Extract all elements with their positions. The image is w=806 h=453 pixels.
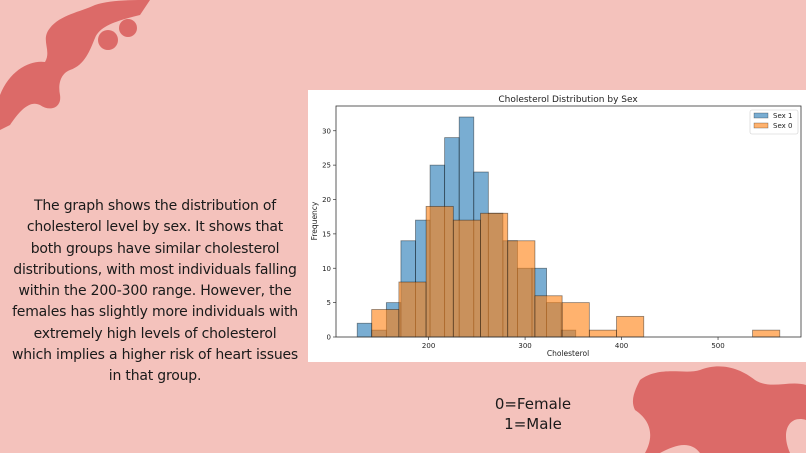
description-paragraph: The graph shows the distribution of chol… bbox=[0, 196, 310, 388]
paragraph-line: which implies a higher risk of heart iss… bbox=[11, 347, 298, 364]
chart-panel: Cholesterol Distribution by Sex 200 300 40… bbox=[308, 90, 806, 362]
sex-key: 0=Female 1=Male bbox=[0, 394, 806, 434]
legend-swatch-sex-1 bbox=[753, 112, 769, 119]
bar-sex-0 bbox=[371, 309, 400, 338]
bar-sex-0 bbox=[588, 329, 617, 338]
x-tick-label: 300 bbox=[518, 342, 531, 350]
key-female: 0=Female bbox=[494, 395, 572, 413]
bar-sex-0 bbox=[534, 295, 563, 338]
bar-sex-0 bbox=[425, 205, 454, 338]
paragraph-line: distributions, with most individuals fal… bbox=[13, 261, 297, 278]
y-tick-label: 0 bbox=[327, 334, 331, 342]
decorative-coral-bottom-right bbox=[632, 366, 806, 453]
decorative-coral-top-left bbox=[0, 0, 150, 130]
y-axis-label: Frequency bbox=[310, 201, 319, 240]
legend: Sex 1 Sex 0 bbox=[749, 109, 799, 135]
y-tick-label: 15 bbox=[322, 230, 331, 238]
y-tick-label: 20 bbox=[322, 196, 331, 204]
x-tick-label: 500 bbox=[711, 342, 724, 350]
bar-sex-0 bbox=[398, 281, 427, 338]
histogram-chart: Cholesterol Distribution by Sex 200 300 40… bbox=[310, 95, 802, 358]
legend-label-sex-1: Sex 1 bbox=[773, 112, 792, 120]
y-tick-label: 10 bbox=[322, 265, 331, 273]
paragraph-line: within the 200-300 range. However, the bbox=[18, 283, 292, 300]
chart-title: Cholesterol Distribution by Sex bbox=[498, 95, 638, 105]
bar-sex-0 bbox=[480, 212, 509, 338]
bar-sex-0 bbox=[452, 219, 481, 338]
bar-sex-0 bbox=[752, 329, 781, 338]
paragraph-line: in that group. bbox=[108, 368, 202, 385]
bar-sex-1 bbox=[356, 322, 373, 338]
paragraph-line: extremely high levels of cholesterol bbox=[33, 325, 277, 342]
paragraph-line: females has slightly more individuals wi… bbox=[12, 304, 298, 321]
key-male: 1=Male bbox=[504, 415, 562, 433]
x-axis-label: Cholesterol bbox=[547, 349, 589, 358]
x-tick-label: 200 bbox=[422, 342, 435, 350]
bar-sex-0 bbox=[616, 315, 645, 338]
bar-sex-0 bbox=[561, 302, 590, 338]
legend-swatch-sex-0 bbox=[753, 122, 769, 129]
y-tick-label: 30 bbox=[322, 127, 331, 135]
paragraph-line: cholesterol level by sex. It shows that bbox=[26, 219, 284, 236]
legend-label-sex-0: Sex 0 bbox=[773, 122, 792, 130]
plot-frame bbox=[335, 105, 802, 338]
paragraph-line: The graph shows the distribution of bbox=[34, 198, 276, 214]
paragraph-line: both groups have similar cholesterol bbox=[30, 240, 280, 257]
x-tick-label: 400 bbox=[615, 342, 628, 350]
y-tick-label: 25 bbox=[322, 162, 331, 170]
bar-sex-0 bbox=[507, 240, 536, 338]
y-tick-label: 5 bbox=[327, 299, 331, 307]
